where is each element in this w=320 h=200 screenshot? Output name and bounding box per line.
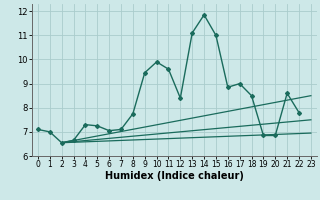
- X-axis label: Humidex (Indice chaleur): Humidex (Indice chaleur): [105, 171, 244, 181]
